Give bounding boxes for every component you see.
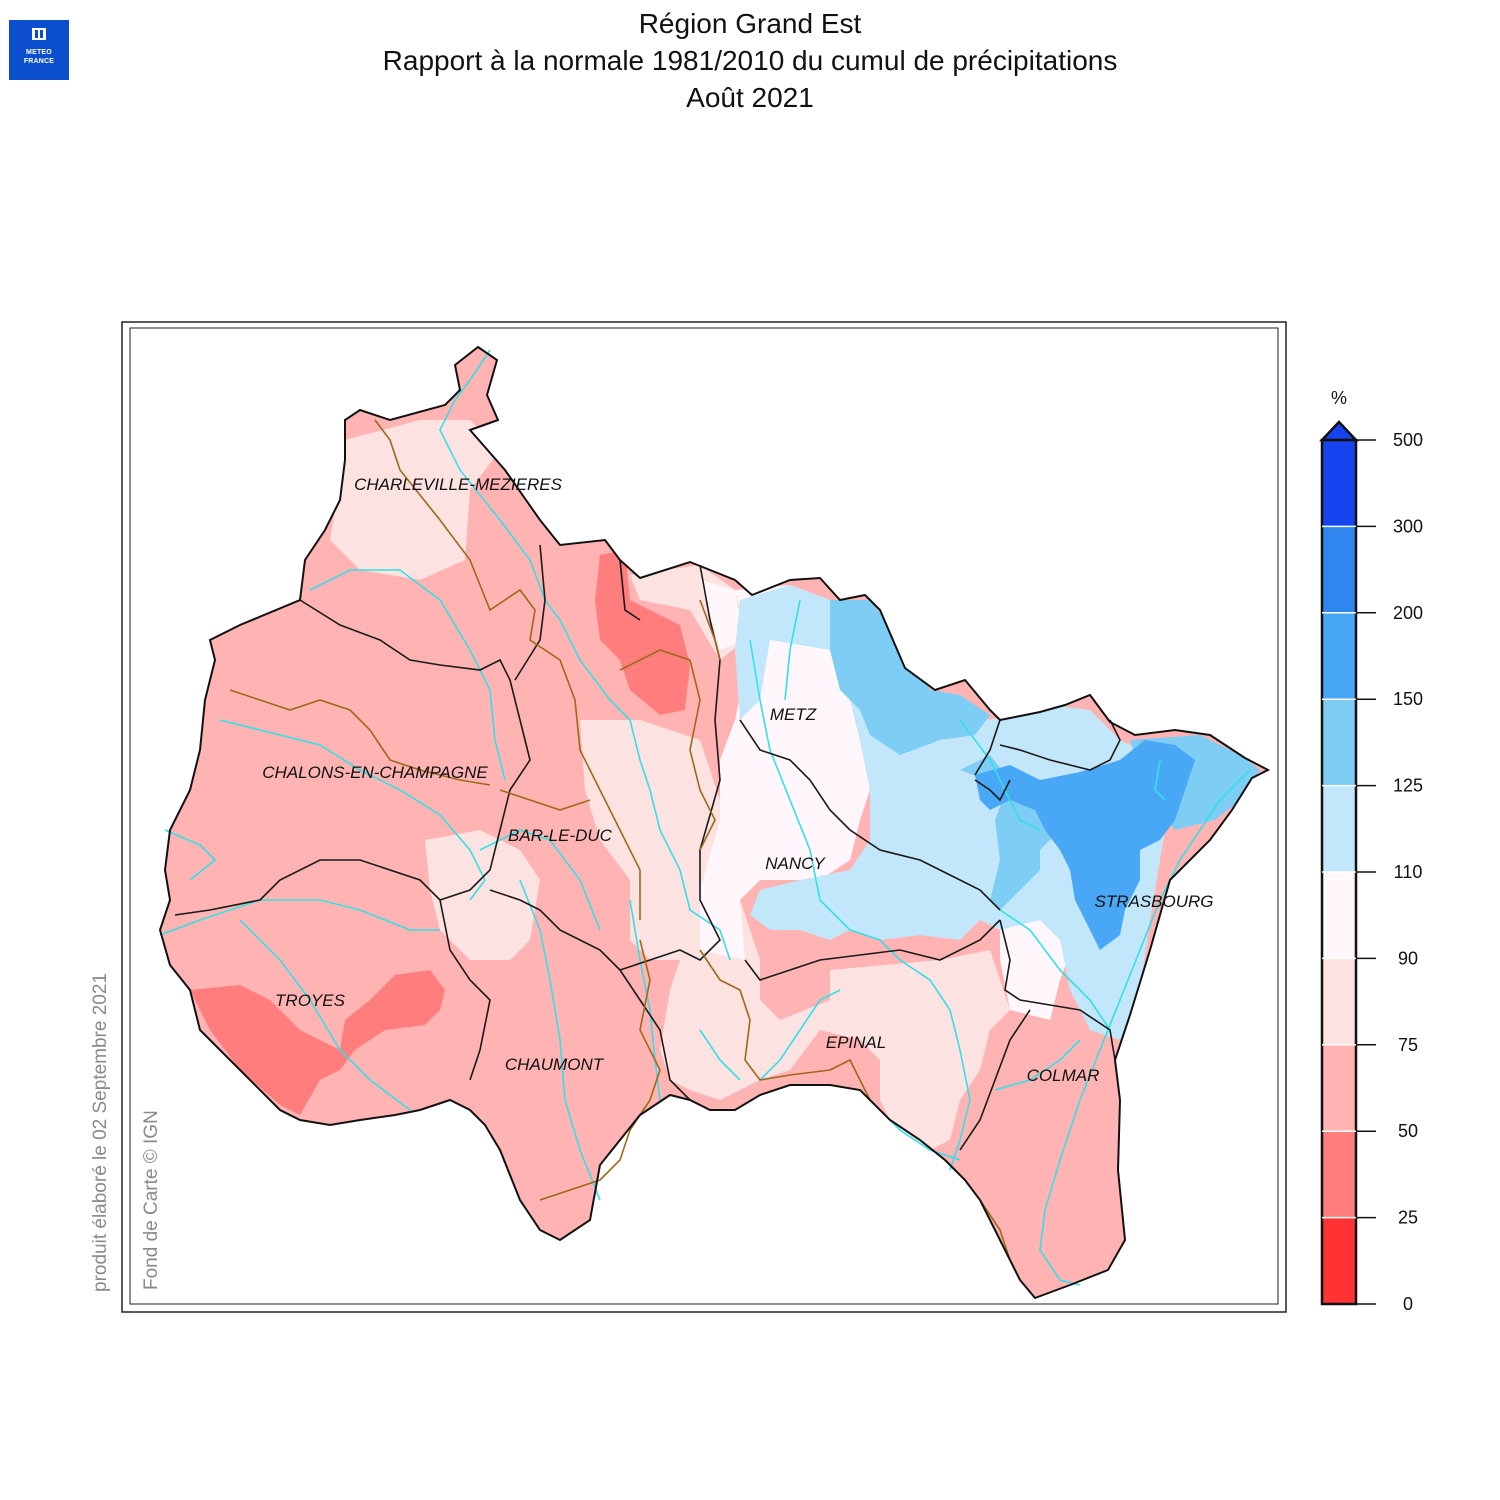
legend-tick-label: 125 (1393, 776, 1423, 796)
logo-emblem-icon (32, 28, 46, 40)
legend-swatch-0-25 (1322, 1217, 1356, 1304)
department-borders (174, 544, 1121, 1151)
city-label-colmar: COLMAR (1027, 1066, 1100, 1085)
meteo-france-logo: METEO FRANCE (9, 20, 69, 80)
logo-text-line1: METEO (26, 49, 52, 56)
logo-text-line2: FRANCE (23, 58, 55, 65)
legend-swatch-125-150 (1322, 699, 1356, 786)
city-label-charleville: CHARLEVILLE-MEZIERES (354, 475, 562, 494)
legend-tick-label: 90 (1398, 948, 1418, 968)
legend-tick-label: 0 (1403, 1294, 1413, 1314)
legend-swatches (1322, 440, 1356, 1304)
city-label-troyes: TROYES (275, 991, 346, 1010)
city-label-nancy: NANCY (765, 854, 826, 873)
legend-swatch-50-75 (1322, 1044, 1356, 1132)
legend-tick-label: 75 (1398, 1035, 1418, 1055)
color-legend: % 0 25 50 75 90 110 125 150 200 300 500 (1319, 388, 1423, 1314)
city-label-chalons: CHALONS-EN-CHAMPAGNE (262, 763, 488, 782)
legend-tick-label: 150 (1393, 689, 1423, 709)
city-label-chaumont: CHAUMONT (505, 1055, 605, 1074)
legend-tick-label: 50 (1398, 1121, 1418, 1141)
map-subtitle: Rapport à la normale 1981/2010 du cumul … (382, 45, 1118, 76)
precipitation-field (160, 347, 1268, 1298)
legend-swatch-25-50 (1322, 1131, 1356, 1218)
legend-swatch-150-200 (1322, 612, 1356, 700)
city-labels: CHARLEVILLE-MEZIERES CHALONS-EN-CHAMPAGN… (262, 475, 1213, 1085)
legend-unit: % (1331, 388, 1347, 408)
legend-tick-label: 25 (1398, 1208, 1418, 1228)
legend-tick-label: 200 (1393, 603, 1423, 623)
map-period: Août 2021 (686, 82, 814, 113)
legend-swatch-90-110 (1322, 872, 1356, 959)
zone-150-200 (975, 740, 1195, 950)
production-date: produit élaboré le 02 Septembre 2021 (90, 972, 111, 1292)
basemap-credit: Fond de Carte © IGN (141, 1110, 162, 1290)
map-frame (121, 321, 1287, 1313)
zone-25-50 (190, 550, 690, 1115)
legend-swatch-75-90 (1322, 958, 1356, 1045)
legend-tick-label: 110 (1394, 862, 1423, 882)
legend-tick-label: 300 (1393, 516, 1423, 536)
city-label-metz: METZ (770, 705, 817, 724)
zone-110-125 (735, 585, 1170, 1040)
city-label-strasbourg: STRASBOURG (1094, 892, 1213, 911)
zone-75-90 (330, 420, 1010, 1150)
rivers (159, 349, 1251, 1286)
legend-swatch-300-500 (1322, 440, 1356, 527)
legend-overflow-arrow (1319, 420, 1359, 442)
legend-tick-label: 500 (1393, 430, 1423, 450)
legend-ticks: 0 25 50 75 90 110 125 150 200 300 500 (1322, 430, 1423, 1314)
legend-swatch-200-300 (1322, 526, 1356, 613)
city-label-epinal: EPINAL (826, 1033, 886, 1052)
legend-swatch-110-125 (1322, 785, 1356, 872)
city-label-bar-le-duc: BAR-LE-DUC (508, 826, 613, 845)
map-title: Région Grand Est (638, 8, 862, 39)
